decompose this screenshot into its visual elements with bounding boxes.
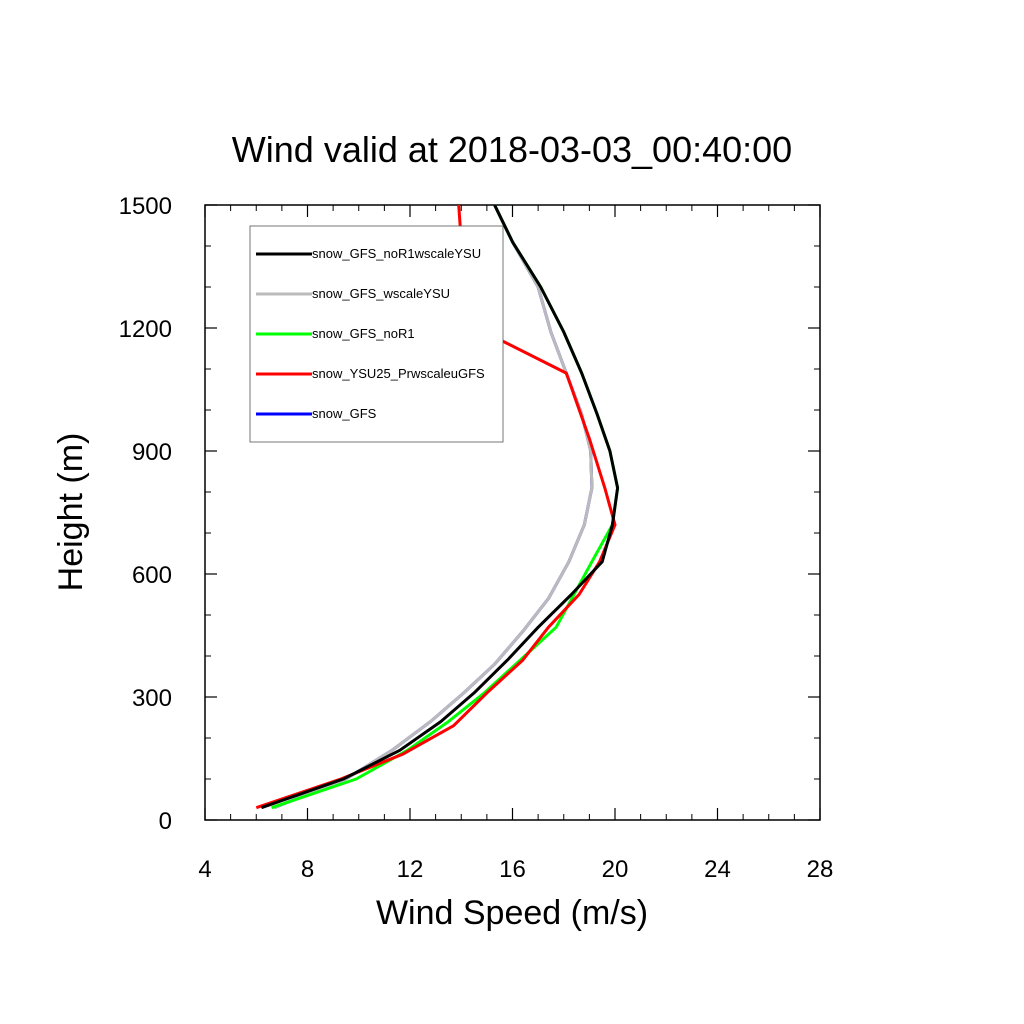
legend-label: snow_GFS_noR1wscaleYSU bbox=[312, 246, 481, 261]
series-line-snow_GFS_wscaleYSU bbox=[273, 204, 594, 810]
series-lines bbox=[255, 204, 620, 810]
y-tick-label: 1500 bbox=[119, 193, 172, 220]
y-tick-label: 300 bbox=[132, 685, 172, 712]
y-tick-label: 900 bbox=[132, 439, 172, 466]
legend-label: snow_GFS_noR1 bbox=[312, 326, 415, 341]
x-tick-label: 24 bbox=[704, 856, 731, 883]
y-tick-label: 600 bbox=[132, 562, 172, 589]
y-tick-label: 1200 bbox=[119, 316, 172, 343]
legend-label: snow_GFS bbox=[312, 406, 377, 421]
x-tick-label: 4 bbox=[198, 856, 211, 883]
x-tick-labels: 4 8 12 16 20 24 28 bbox=[198, 856, 833, 883]
major-ticks bbox=[204, 204, 821, 821]
minor-ticks bbox=[205, 205, 820, 820]
legend: snow_GFS_noR1wscaleYSU snow_GFS_wscaleYSU… bbox=[249, 225, 504, 443]
y-tick-label: 0 bbox=[159, 808, 172, 835]
x-tick-label: 16 bbox=[499, 856, 526, 883]
series-line-snow_GFS_noR1wscaleYSU bbox=[260, 204, 620, 810]
legend-label: snow_GFS_wscaleYSU bbox=[312, 286, 450, 301]
chart-title: Wind valid at 2018-03-03_00:40:00 bbox=[232, 129, 792, 170]
plot-area: 4 8 12 16 20 24 28 0 300 600 900 1200 1500 bbox=[119, 193, 834, 883]
x-tick-label: 12 bbox=[397, 856, 424, 883]
x-axis-label: Wind Speed (m/s) bbox=[376, 894, 648, 932]
legend-label: snow_YSU25_PrwscaleuGFS bbox=[312, 366, 485, 381]
y-tick-labels: 0 300 600 900 1200 1500 bbox=[119, 193, 172, 835]
x-tick-label: 28 bbox=[807, 856, 834, 883]
x-tick-label: 20 bbox=[602, 856, 629, 883]
x-tick-label: 8 bbox=[301, 856, 314, 883]
y-axis-label: Height (m) bbox=[52, 433, 90, 592]
